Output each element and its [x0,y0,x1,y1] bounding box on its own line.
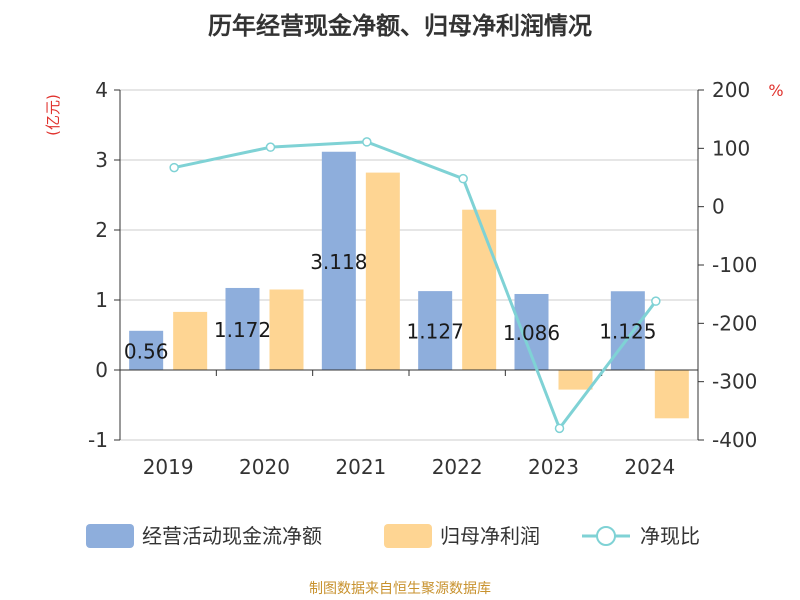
y-right-tick-label: -400 [712,428,757,452]
y-right-axis-label: % [768,81,783,100]
line-point [169,162,179,173]
bar-net-profit [173,311,208,370]
bar-net-profit [365,172,400,370]
y-left-tick-label: 0 [95,358,108,382]
legend-label-operating-cashflow: 经营活动现金流净额 [142,524,322,548]
y-left-tick-label: 4 [95,78,108,102]
x-tick-label: 2024 [624,455,675,479]
bar-operating-cashflow [225,287,260,370]
y-left-tick-label: 2 [95,218,108,242]
bar-operating-cashflow [129,330,164,370]
chart-title: 历年经营现金净额、归母净利润情况 [208,12,592,40]
y-right-tick-label: -300 [712,370,757,394]
data-label: 1.172 [214,318,271,342]
bar-operating-cashflow [610,291,645,370]
x-tick-label: 2021 [335,455,386,479]
line-point [362,137,372,147]
bar-net-profit [462,209,497,370]
line-net-cash-ratio [173,140,658,430]
x-tick-label: 2019 [143,455,194,479]
legend-swatch-net-profit [384,524,432,548]
legend-swatch-operating-cashflow [86,524,134,548]
data-label: 1.127 [407,320,464,344]
data-label: 1.086 [503,321,560,345]
y-right-tick-label: -100 [712,253,757,277]
x-tick-label: 2020 [239,455,290,479]
bar-net-profit [654,370,689,419]
data-label: 3.118 [310,250,367,274]
y-left-axis-label: (亿元) [44,94,62,136]
y-left-tick-label: -1 [88,428,108,452]
y-right-tick-label: 0 [712,195,725,219]
line-point [651,296,661,306]
y-right-tick-label: 200 [712,78,750,102]
y-right-tick-label: 100 [712,136,750,160]
y-left-tick-label: 1 [95,288,108,312]
data-label: 0.56 [124,339,169,363]
bar-operating-cashflow [418,291,453,370]
x-tick-label: 2023 [528,455,579,479]
y-right-tick-label: -200 [712,311,757,335]
legend-label-net-cash-ratio: 净现比 [640,524,700,548]
bar-net-profit [558,370,593,390]
line-point [554,423,565,434]
legend-label-net-profit: 归母净利润 [440,524,540,548]
bar-net-profit [269,289,304,370]
data-label: 1.125 [599,320,656,344]
legend-swatch-marker [596,526,616,546]
source-note: 制图数据来自恒生聚源数据库 [309,581,491,597]
x-tick-label: 2022 [432,455,483,479]
y-left-tick-label: 3 [95,148,108,172]
line-point [458,173,468,184]
bar-operating-cashflow [321,151,356,370]
line-point [265,142,276,152]
